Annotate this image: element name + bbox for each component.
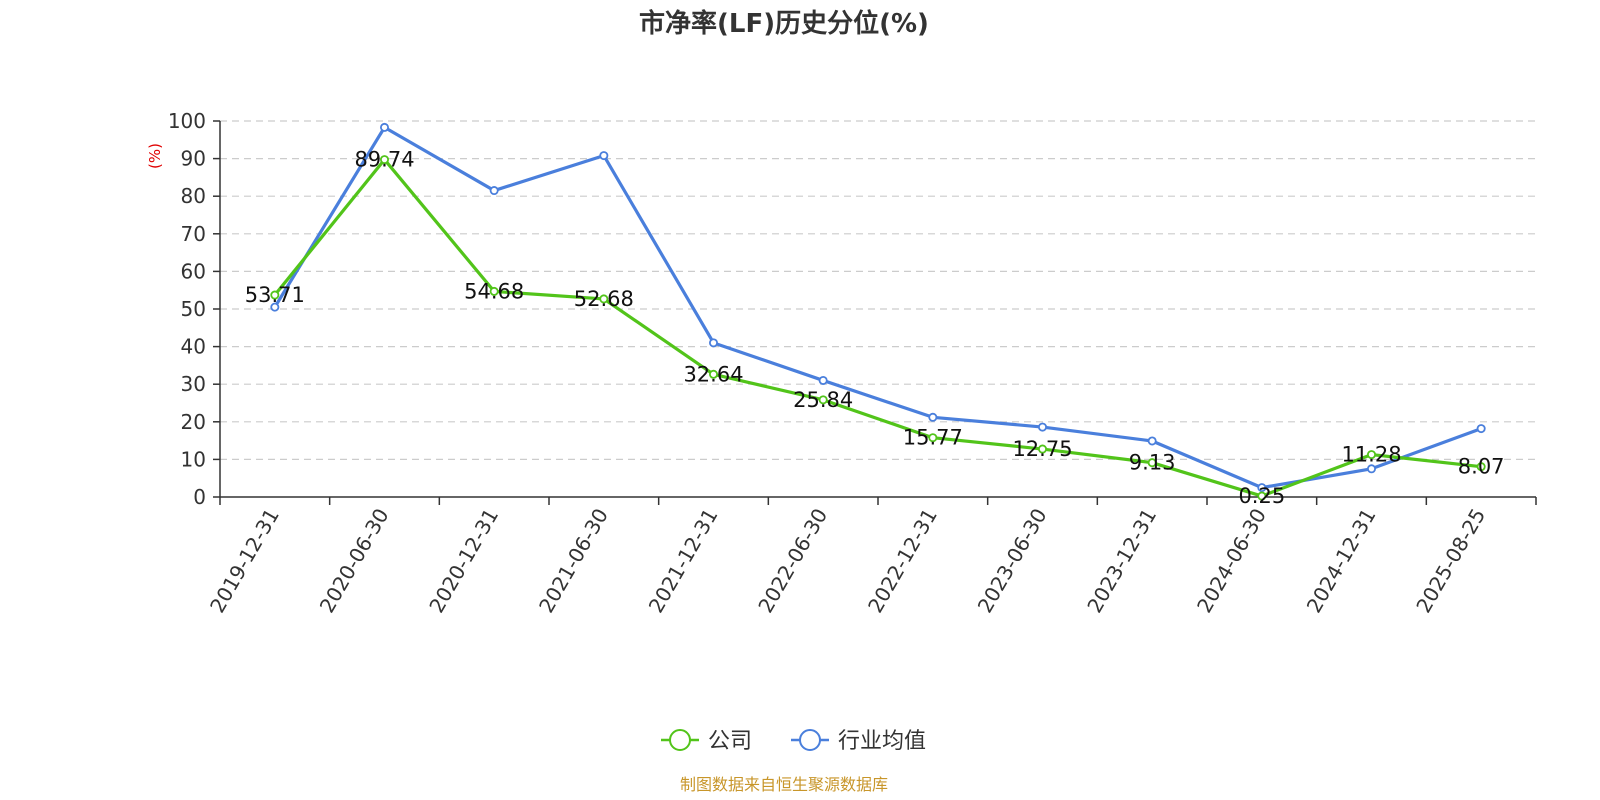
- data-label: 54.68: [464, 279, 524, 303]
- x-tick-label: 2025-08-25: [1411, 504, 1490, 617]
- data-label: 12.75: [1012, 437, 1072, 461]
- y-tick-label: 0: [193, 485, 206, 509]
- x-tick-label: 2020-06-30: [315, 504, 394, 617]
- data-point: [489, 286, 499, 296]
- data-point: [1147, 458, 1157, 468]
- legend-label: 公司: [708, 729, 752, 754]
- y-tick-label: 100: [168, 109, 206, 133]
- data-point: [270, 290, 280, 300]
- data-point: [928, 412, 938, 422]
- data-point: [1476, 462, 1486, 472]
- data-label: 11.28: [1341, 443, 1401, 467]
- y-tick-label: 20: [181, 410, 206, 434]
- x-tick-label: 2020-12-31: [424, 504, 503, 617]
- data-point: [379, 122, 389, 132]
- source-note: 制图数据来自恒生聚源数据库: [680, 775, 888, 794]
- data-label: 52.68: [574, 287, 634, 311]
- y-tick-label: 50: [181, 297, 206, 321]
- y-tick-label: 40: [181, 335, 206, 359]
- series-line: [273, 157, 1482, 498]
- y-tick-label: 10: [181, 447, 206, 471]
- data-label: 8.07: [1458, 455, 1505, 479]
- x-tick-label: 2021-06-30: [534, 504, 613, 617]
- x-tick-label: 2024-06-30: [1192, 504, 1271, 617]
- data-point: [1367, 450, 1377, 460]
- x-tick-label: 2022-06-30: [753, 504, 832, 617]
- series-lines: [270, 122, 1486, 501]
- y-tick-label: 90: [181, 147, 206, 171]
- data-label: 0.25: [1238, 484, 1285, 508]
- legend[interactable]: 公司 行业均值: [661, 729, 926, 754]
- data-point: [270, 302, 280, 312]
- x-tick-label: 2022-12-31: [863, 504, 942, 617]
- legend-item[interactable]: 行业均值: [791, 729, 926, 754]
- data-point: [818, 395, 828, 405]
- data-point: [379, 155, 389, 165]
- y-tick-label: 30: [181, 372, 206, 396]
- data-point: [599, 294, 609, 304]
- data-label: 9.13: [1129, 451, 1176, 475]
- series-line: [273, 125, 1482, 490]
- legend-label: 行业均值: [838, 729, 926, 754]
- y-tick-label: 80: [181, 184, 206, 208]
- data-label: 89.74: [354, 148, 414, 172]
- x-tick-label: 2021-12-31: [644, 504, 723, 617]
- legend-marker-icon: [669, 729, 691, 751]
- data-point: [928, 433, 938, 443]
- data-point: [1257, 491, 1267, 501]
- data-labels: 53.71 89.74 54.68 52.68 32.64 25.84 15.77 12.75…: [245, 148, 1505, 508]
- x-tick-label: 2023-12-31: [1082, 504, 1161, 617]
- data-point: [1038, 422, 1048, 432]
- x-tick-labels: 2019-12-31 2020-06-30 2020-12-31 2021-06-30…: [205, 504, 1490, 617]
- chart-title: 市净率(LF)历史分位(%): [639, 8, 929, 39]
- data-point: [1038, 444, 1048, 454]
- x-tick-label: 2023-06-30: [973, 504, 1052, 617]
- data-point: [1367, 464, 1377, 474]
- axes: [213, 120, 1537, 505]
- data-point: [599, 151, 609, 161]
- data-point: [489, 186, 499, 196]
- data-point: [709, 369, 719, 379]
- x-tick-label: 2024-12-31: [1302, 504, 1381, 617]
- data-point: [1257, 483, 1267, 493]
- legend-item[interactable]: 公司: [661, 729, 752, 754]
- data-point: [709, 338, 719, 348]
- data-label: 15.77: [903, 426, 963, 450]
- data-label: 53.71: [245, 283, 305, 307]
- legend-marker-icon: [799, 729, 821, 751]
- x-tick-label: 2019-12-31: [205, 504, 284, 617]
- data-point: [818, 375, 828, 385]
- y-tick-labels: 0 10 20 30 40 50 60 70 80 90 100: [168, 109, 206, 509]
- grid-lines: [220, 120, 1536, 460]
- y-tick-label: 70: [181, 222, 206, 246]
- data-point: [1147, 436, 1157, 446]
- y-axis-label: (%): [146, 143, 164, 169]
- data-label: 32.64: [683, 362, 743, 386]
- data-label: 25.84: [793, 388, 853, 412]
- data-point: [1476, 424, 1486, 434]
- y-tick-label: 60: [181, 259, 206, 283]
